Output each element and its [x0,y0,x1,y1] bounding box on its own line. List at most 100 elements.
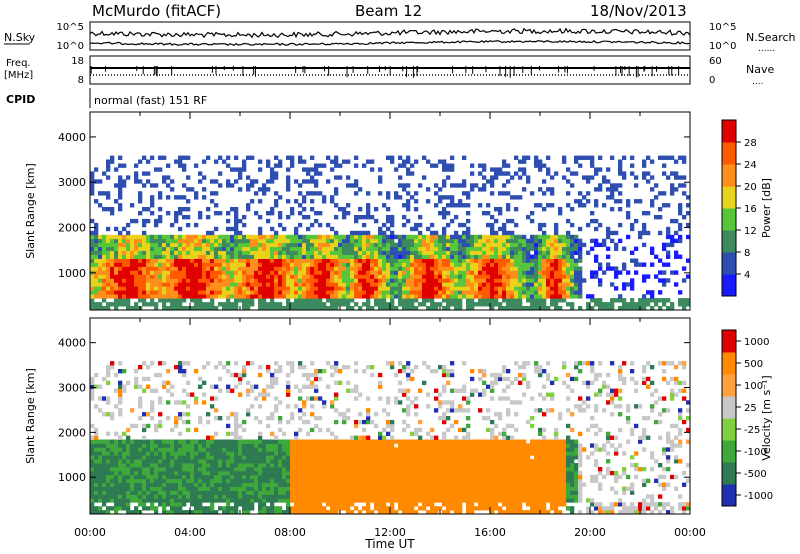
velocity-cell [130,423,135,429]
power-cell [274,230,279,236]
power-cell [430,254,435,259]
velocity-cell [174,447,179,452]
velocity-cell [226,498,231,503]
power-cell [534,203,539,208]
power-cell [246,298,251,303]
velocity-cell [170,427,175,433]
power-cell [218,250,223,255]
velocity-cell [298,494,303,499]
velocity-cell [338,412,343,417]
velocity-cell [274,408,279,413]
velocity-cell [178,482,183,487]
power-cell [546,282,551,287]
power-cell [382,266,387,271]
power-cell [318,163,323,168]
power-cell [218,183,223,188]
power-cell [566,203,571,208]
power-cell [454,215,459,220]
power-cell [494,238,499,244]
velocity-cell [178,470,183,476]
velocity-cell [218,443,223,448]
power-cell [94,230,99,236]
power-cell [266,274,271,279]
power-cell [238,254,243,259]
power-cell [494,262,499,267]
velocity-cell [218,439,223,444]
velocity-cell [274,463,279,468]
power-cell [390,290,395,295]
power-cell [630,302,635,307]
velocity-cell [242,455,247,460]
power-cell [346,183,351,188]
power-cell [586,306,591,311]
power-cell [490,258,495,263]
power-cell [478,302,483,307]
power-cell [606,167,611,172]
power-cell [178,234,183,240]
power-cell [294,302,299,307]
velocity-cell [190,439,195,444]
power-cell [178,250,183,255]
power-cell [354,242,359,248]
power-cell [662,270,667,275]
power-cell [254,250,259,255]
power-cell [386,278,391,283]
power-cell [662,246,667,251]
power-cell [586,250,591,255]
power-cell [406,254,411,259]
velocity-cell [258,431,263,437]
velocity-cell [294,455,299,460]
power-cell [106,270,111,275]
power-cell [618,222,623,228]
velocity-cell [322,455,327,460]
power-cell [186,250,191,255]
power-cell [278,294,283,299]
power-cell [174,234,179,240]
power-cell [106,266,111,271]
velocity-cell [358,478,363,484]
velocity-cell [318,463,323,468]
power-cell [314,218,319,224]
power-cell [254,234,259,240]
power-cell [582,175,587,180]
power-cell [170,306,175,311]
power-cell [390,274,395,279]
velocity-cell [298,486,303,491]
power-cell [602,270,607,275]
velocity-cell [222,490,227,495]
velocity-cell [242,427,247,433]
velocity-cell [342,463,347,468]
power-cell [410,254,415,259]
power-cell [550,246,555,251]
velocity-cell [94,490,99,495]
velocity-cell [146,506,151,511]
power-cell [530,234,535,240]
velocity-cell [230,486,235,491]
velocity-cell [238,474,243,480]
power-cell [198,215,203,220]
power-cell [118,203,123,208]
velocity-cell [346,439,351,444]
power-cell [446,175,451,180]
power-cell [530,306,535,311]
power-cell [610,191,615,196]
velocity-cell [262,447,267,452]
power-cell [174,262,179,267]
velocity-cell [90,502,95,507]
power-cell [326,270,331,275]
power-cell [414,242,419,248]
velocity-cell [122,474,127,480]
velocity-cell [190,490,195,495]
power-cell [254,286,259,291]
power-cell [426,270,431,275]
power-cell [602,302,607,307]
velocity-cell [310,494,315,499]
velocity-cell [266,416,271,421]
power-cell [298,238,303,244]
power-cell [118,278,123,283]
y-tick-label: 1000 [58,267,86,280]
power-cell [450,262,455,267]
power-cell [570,294,575,299]
velocity-cell [282,498,287,503]
power-cell [298,159,303,164]
